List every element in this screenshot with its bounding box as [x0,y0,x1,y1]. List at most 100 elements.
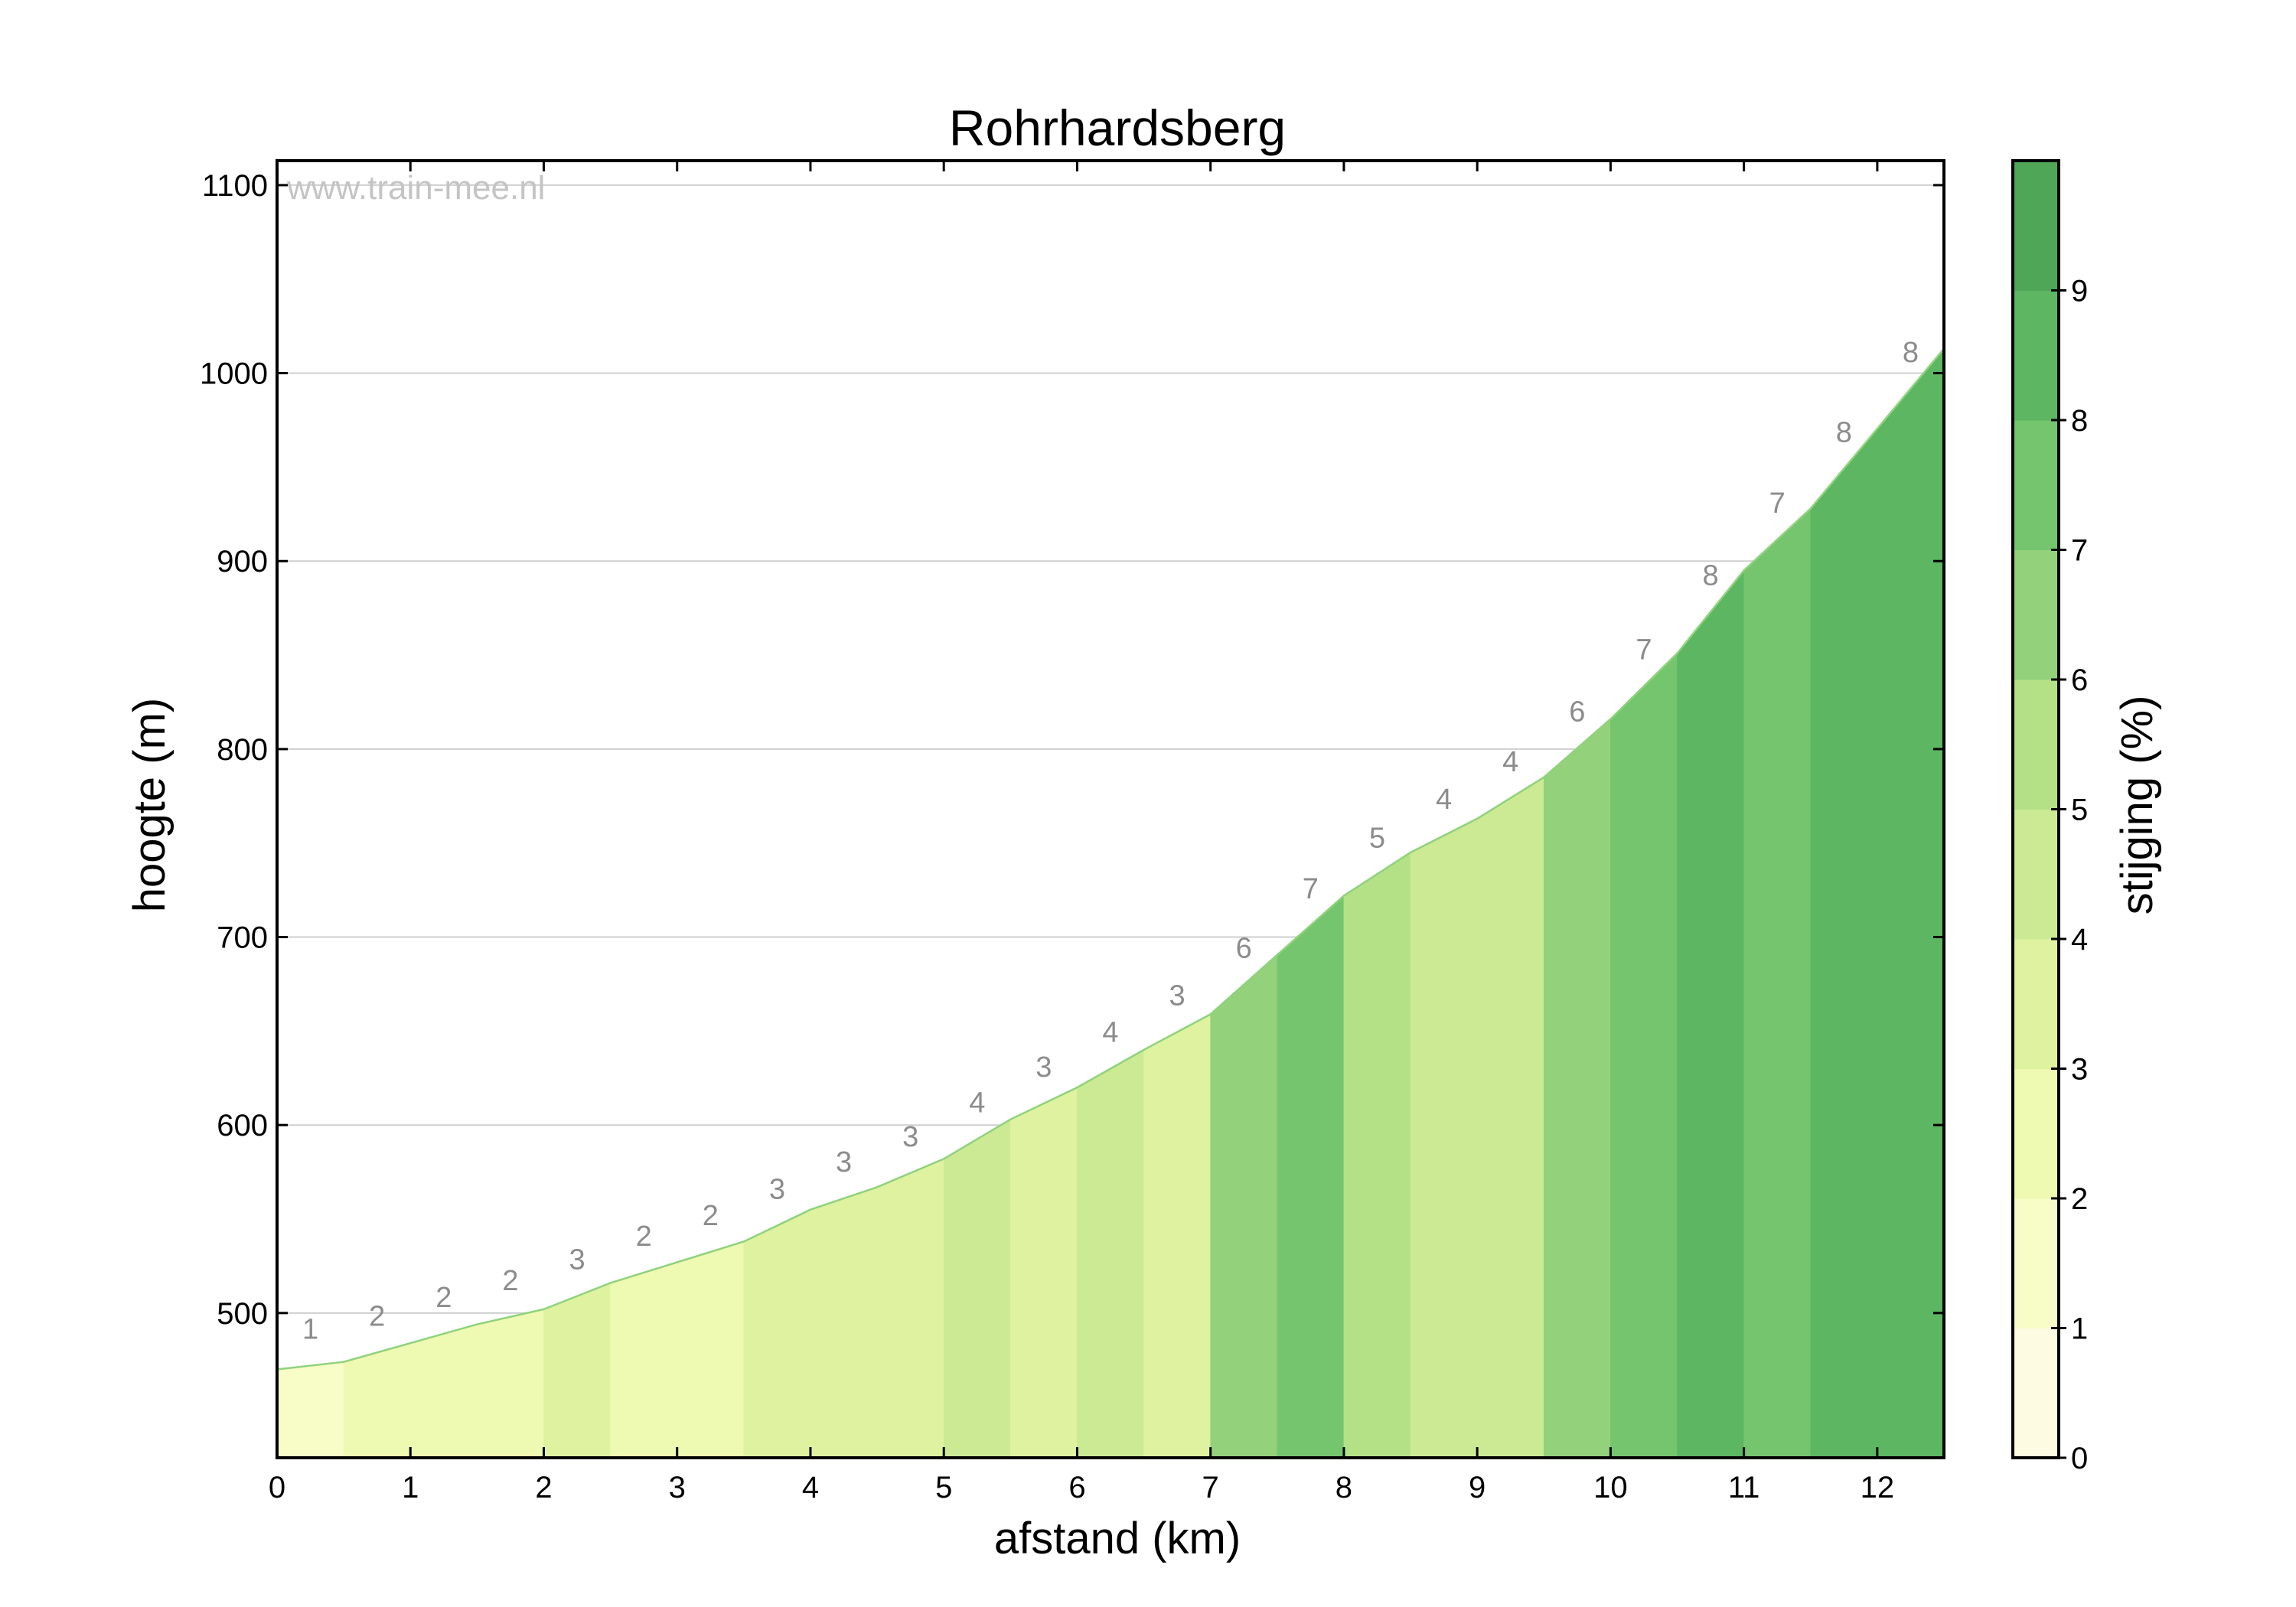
x-tick-label: 6 [1068,1471,1085,1504]
grade-band [276,1361,344,1459]
x-tick-label: 0 [269,1471,285,1504]
grade-band [1677,569,1744,1459]
grade-band [1277,895,1345,1459]
grade-label: 2 [636,1221,652,1253]
chart-title: Rohrhardsberg [949,99,1286,156]
grade-band [943,1119,1011,1459]
grade-label: 2 [703,1200,719,1232]
grade-band [677,1241,745,1459]
colorbar-swatch [2013,420,2059,550]
grade-label: 1 [302,1314,318,1346]
grade-band [1544,718,1611,1459]
y-tick-label: 700 [217,921,268,955]
colorbar: 0 1 2 3 4 5 6 7 8 9 [2011,159,2088,1475]
y-tick-label: 1100 [202,169,268,203]
grade-band [1877,347,1945,1459]
grade-label: 2 [502,1265,518,1297]
grade-band [543,1283,611,1459]
grade-band [743,1209,811,1459]
grade-band [876,1158,944,1459]
grade-label: 2 [369,1300,385,1332]
grade-band [1410,818,1478,1459]
grade-label: 6 [1236,933,1252,965]
grade-label: 3 [569,1244,585,1276]
grade-band [343,1342,411,1459]
grade-band [1143,1013,1211,1459]
grade-label: 7 [1636,634,1652,667]
watermark: www.train-mee.nl [286,169,545,207]
colorbar-swatch [2013,1068,2059,1199]
colorbar-tick-label: 3 [2071,1053,2088,1087]
colorbar-tick-label: 5 [2071,794,2088,827]
grade-band [1210,954,1278,1459]
x-tick-label: 12 [1861,1471,1895,1504]
colorbar-swatch [2013,939,2059,1069]
colorbar-swatch [2013,680,2059,810]
y-axis-title: hoogte (m) [125,698,174,912]
grade-label: 5 [1369,822,1385,854]
grade-label: 4 [1436,784,1452,816]
x-tick-label: 2 [535,1471,552,1504]
colorbar-tick-label: 2 [2071,1182,2088,1216]
grade-label: 8 [1703,560,1719,592]
grade-label: 6 [1569,696,1585,729]
profile-line [276,347,1945,1371]
plot-frame [276,159,1945,1459]
grade-band [1077,1049,1144,1459]
colorbar-tick-label: 7 [2071,534,2088,568]
colorbar-swatch [2013,161,2059,291]
x-tick-label: 7 [1202,1471,1219,1504]
y-tick-label: 1000 [200,357,268,391]
y-tick-label: 900 [217,545,268,579]
x-tick-label: 3 [669,1471,686,1504]
colorbar-swatch [2013,809,2059,940]
y-tick-label: 600 [217,1109,268,1143]
grade-label: 4 [969,1087,985,1120]
grade-label: 4 [1502,746,1518,778]
colorbar-tick-label: 4 [2071,923,2088,957]
grade-label: 3 [1169,980,1186,1012]
grade-band [1476,777,1544,1459]
grade-band [409,1324,478,1459]
gradient-bands [276,347,1945,1459]
x-tick-label: 5 [935,1471,952,1504]
colorbar-tick-label: 0 [2071,1442,2088,1475]
grade-label: 3 [902,1121,918,1153]
x-tick-label: 1 [402,1471,419,1504]
colorbar-title: stijging (%) [2112,696,2162,915]
grade-label: 7 [1303,873,1319,905]
grade-band [477,1309,544,1459]
y-tick-label: 500 [217,1297,268,1331]
grade-band [1610,652,1678,1459]
grade-band [610,1262,677,1459]
x-axis-ticks: 0 1 2 3 4 5 6 7 8 9 10 11 12 [269,161,1894,1504]
x-tick-label: 9 [1469,1471,1486,1504]
grade-label: 3 [769,1174,785,1206]
grade-label: 3 [1035,1051,1052,1084]
colorbar-tick-label: 8 [2071,404,2088,438]
grade-band [1343,852,1411,1459]
x-tick-label: 10 [1593,1471,1628,1504]
grade-band [1743,507,1812,1459]
colorbar-swatch [2013,1328,2059,1459]
colorbar-tick-label: 9 [2071,275,2088,308]
grade-labels: 1 2 2 2 3 2 2 3 3 3 4 3 4 3 6 7 5 4 4 6 7 8 7 8 8 [302,337,1919,1346]
colorbar-swatch [2013,290,2059,421]
grade-label: 8 [1903,337,1919,369]
grade-label: 7 [1769,487,1786,520]
grade-label: 4 [1102,1017,1118,1049]
colorbar-tick-label: 6 [2071,663,2088,697]
grade-band [1010,1087,1078,1459]
profile-line-group [276,347,1945,1371]
grade-label: 2 [435,1282,452,1314]
y-tick-label: 800 [217,733,268,767]
colorbar-swatch [2013,1198,2059,1328]
colorbar-swatch [2013,549,2059,680]
x-tick-label: 4 [802,1471,819,1504]
x-axis-title: afstand (km) [994,1514,1241,1563]
x-tick-label: 8 [1336,1471,1352,1504]
grade-label: 3 [836,1146,852,1178]
grade-band [1810,428,1878,1459]
grade-label: 8 [1836,416,1852,448]
